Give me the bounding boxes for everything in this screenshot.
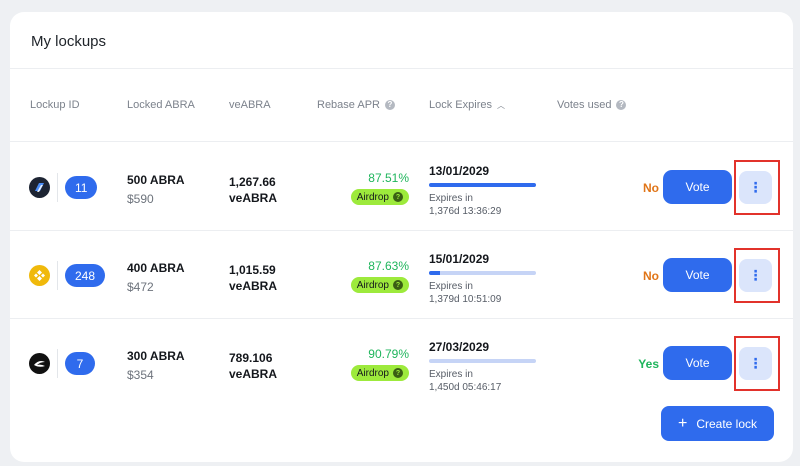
lockup-id-badge: 248 bbox=[65, 264, 106, 287]
airdrop-label: Airdrop bbox=[356, 367, 389, 379]
veabra-value: 789.106 bbox=[229, 351, 273, 365]
col-lock-expires-label[interactable]: Lock Expires bbox=[429, 99, 492, 111]
expires-in-value: 1,376d 13:36:29 bbox=[429, 206, 502, 217]
more-options-button[interactable]: ⋮ bbox=[739, 171, 772, 204]
table-row: 7 300 ABRA $354 789.106 veABRA 90.79% Ai… bbox=[10, 319, 793, 407]
col-rebase-apr: Rebase APR ? bbox=[317, 99, 395, 111]
col-votes-used-label: Votes used bbox=[557, 99, 612, 111]
col-lock-expires[interactable]: Lock Expires ︿ bbox=[429, 99, 505, 111]
locked-abra-cell: 500 ABRA $590 bbox=[127, 173, 185, 206]
apr-value: 87.63% bbox=[368, 259, 409, 273]
airdrop-badge[interactable]: Airdrop ? bbox=[350, 365, 409, 381]
expires-in-text: Expires in 1,376d 13:36:29 bbox=[429, 192, 539, 218]
locked-usd: $472 bbox=[127, 280, 154, 294]
swift-token-icon bbox=[29, 353, 50, 374]
expires-date: 27/03/2029 bbox=[429, 340, 490, 354]
more-options-button[interactable]: ⋮ bbox=[739, 347, 772, 380]
votes-used-value: No bbox=[643, 181, 659, 195]
lock-expires-cell: 27/03/2029 Expires in 1,450d 05:46:17 bbox=[429, 340, 539, 394]
lock-expires-cell: 15/01/2029 Expires in 1,379d 10:51:09 bbox=[429, 252, 539, 306]
apr-value: 90.79% bbox=[368, 347, 409, 361]
veabra-unit: veABRA bbox=[229, 279, 278, 293]
col-locked-abra-label: Locked ABRA bbox=[127, 99, 195, 111]
locked-usd: $354 bbox=[127, 368, 154, 382]
more-options-button[interactable]: ⋮ bbox=[739, 259, 772, 292]
plus-icon: + bbox=[677, 414, 688, 432]
veabra-cell: 1,267.66 veABRA bbox=[229, 174, 277, 206]
expires-in-label: Expires in bbox=[429, 193, 473, 204]
col-veabra: veABRA bbox=[229, 99, 271, 111]
rebase-apr-cell: 87.51% Airdrop ? bbox=[350, 171, 409, 205]
expires-date: 13/01/2029 bbox=[429, 164, 490, 178]
col-lockup-id-label: Lockup ID bbox=[30, 99, 80, 111]
expires-in-value: 1,450d 05:46:17 bbox=[429, 382, 502, 393]
binance-token-icon bbox=[29, 265, 50, 286]
row-divider bbox=[57, 173, 58, 202]
create-lock-label: Create lock bbox=[696, 416, 758, 431]
votes-used-value: No bbox=[643, 269, 659, 283]
apr-value: 87.51% bbox=[368, 171, 409, 185]
vote-button[interactable]: Vote bbox=[663, 258, 732, 292]
col-veabra-label: veABRA bbox=[229, 99, 271, 111]
help-icon[interactable]: ? bbox=[393, 192, 403, 202]
info-icon[interactable]: ? bbox=[616, 100, 627, 110]
rebase-apr-cell: 87.63% Airdrop ? bbox=[350, 259, 409, 293]
col-lockup-id: Lockup ID bbox=[30, 99, 80, 111]
row-divider bbox=[57, 261, 58, 290]
create-lock-button[interactable]: + Create lock bbox=[661, 406, 774, 441]
expires-progress-fill bbox=[429, 183, 536, 187]
lockup-id-badge: 11 bbox=[65, 176, 98, 199]
sort-ascending-icon[interactable]: ︿ bbox=[496, 100, 505, 110]
lockup-id-badge: 7 bbox=[65, 352, 95, 375]
info-icon[interactable]: ? bbox=[384, 100, 395, 110]
vote-button[interactable]: Vote bbox=[663, 346, 732, 380]
veabra-value: 1,267.66 bbox=[229, 175, 276, 189]
locked-abra-cell: 300 ABRA $354 bbox=[127, 349, 185, 382]
lock-expires-cell: 13/01/2029 Expires in 1,376d 13:36:29 bbox=[429, 164, 539, 218]
expires-progress-bar bbox=[429, 271, 536, 275]
row-divider bbox=[57, 349, 58, 378]
table-header: Lockup ID Locked ABRA veABRA Rebase APR … bbox=[10, 69, 793, 142]
help-icon[interactable]: ? bbox=[393, 280, 403, 290]
veabra-cell: 789.106 veABRA bbox=[229, 350, 277, 382]
airdrop-label: Airdrop bbox=[356, 279, 389, 291]
col-locked-abra: Locked ABRA bbox=[127, 99, 195, 111]
my-lockups-card: My lockups Lockup ID Locked ABRA veABRA … bbox=[10, 12, 793, 462]
airdrop-badge[interactable]: Airdrop ? bbox=[350, 189, 409, 205]
locked-amount: 400 ABRA bbox=[127, 261, 185, 275]
locked-amount: 500 ABRA bbox=[127, 173, 185, 187]
veabra-cell: 1,015.59 veABRA bbox=[229, 262, 277, 294]
airdrop-badge[interactable]: Airdrop ? bbox=[350, 277, 409, 293]
expires-in-label: Expires in bbox=[429, 281, 473, 292]
veabra-unit: veABRA bbox=[229, 367, 278, 381]
table-row: 248 400 ABRA $472 1,015.59 veABRA 87.63%… bbox=[10, 231, 793, 319]
votes-used-value: Yes bbox=[638, 357, 659, 371]
abracadabra-token-icon bbox=[29, 177, 50, 198]
expires-progress-bar bbox=[429, 359, 536, 363]
expires-progress-bar bbox=[429, 183, 536, 187]
expires-in-label: Expires in bbox=[429, 369, 473, 380]
expires-progress-fill bbox=[429, 271, 440, 275]
airdrop-label: Airdrop bbox=[356, 191, 389, 203]
expires-in-text: Expires in 1,379d 10:51:09 bbox=[429, 280, 539, 306]
help-icon[interactable]: ? bbox=[393, 368, 403, 378]
card-title: My lockups bbox=[10, 12, 793, 69]
locked-usd: $590 bbox=[127, 192, 154, 206]
locked-abra-cell: 400 ABRA $472 bbox=[127, 261, 185, 294]
veabra-unit: veABRA bbox=[229, 191, 278, 205]
expires-in-value: 1,379d 10:51:09 bbox=[429, 294, 502, 305]
col-votes-used: Votes used ? bbox=[557, 99, 627, 111]
expires-date: 15/01/2029 bbox=[429, 252, 490, 266]
expires-in-text: Expires in 1,450d 05:46:17 bbox=[429, 368, 539, 394]
table-row: 11 500 ABRA $590 1,267.66 veABRA 87.51% … bbox=[10, 143, 793, 231]
rebase-apr-cell: 90.79% Airdrop ? bbox=[350, 347, 409, 381]
col-rebase-apr-label: Rebase APR bbox=[317, 99, 380, 111]
locked-amount: 300 ABRA bbox=[127, 349, 185, 363]
veabra-value: 1,015.59 bbox=[229, 263, 276, 277]
vote-button[interactable]: Vote bbox=[663, 170, 732, 204]
